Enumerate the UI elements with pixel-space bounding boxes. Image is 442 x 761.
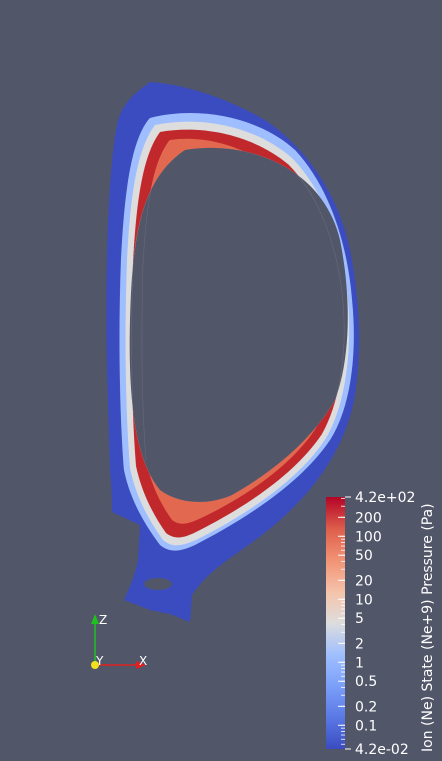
colorbar-tick-label: 5	[355, 611, 364, 627]
axis-x-arrow-icon	[136, 661, 146, 669]
mesh-grid-lines	[119, 117, 355, 471]
colorbar-tick-label: 20	[355, 573, 373, 589]
colorbar-tick-label: 50	[355, 548, 373, 564]
colorbar-tick-label: 0.2	[355, 699, 377, 715]
axis-z-arrow-icon	[91, 614, 99, 624]
colorbar-tick-label: 100	[355, 529, 382, 545]
axis-z-label: Z	[99, 613, 107, 627]
colorbar-tick-label: 0.5	[355, 674, 377, 690]
axis-x-label: X	[139, 654, 147, 668]
axis-y-label: Y	[95, 654, 104, 668]
colorbar-tick-label: 200	[355, 510, 382, 526]
colorbar-tick-label: 1	[355, 655, 364, 671]
color-legend[interactable]: 4.2e+02 4.2e-02 200 100 50 20 10 5 2 1 0.5 0.2 0.1…	[326, 490, 436, 758]
colorbar-tick-label: 2	[355, 636, 364, 652]
colorbar-ticks	[338, 496, 351, 750]
colorbar-max-label: 4.2e+02	[355, 490, 415, 506]
colorbar-tick-labels: 200 100 50 20 10 5 2 1 0.5 0.2 0.1	[355, 510, 382, 734]
divertor-gap	[144, 578, 172, 590]
colorbar-tick-label: 0.1	[355, 718, 377, 734]
plasma-core-hole	[129, 147, 348, 502]
axis-y-dot-icon	[91, 661, 99, 669]
colorbar-title: Ion (Ne) State (Ne+9) Pressure (Pa)	[420, 503, 436, 752]
plasma-mesh[interactable]	[106, 82, 360, 622]
colorbar-min-label: 4.2e-02	[355, 742, 409, 758]
colorbar-tick-label: 10	[355, 592, 373, 608]
colorbar-gradient	[326, 497, 345, 749]
orientation-axes[interactable]: Z X Y	[91, 613, 147, 669]
